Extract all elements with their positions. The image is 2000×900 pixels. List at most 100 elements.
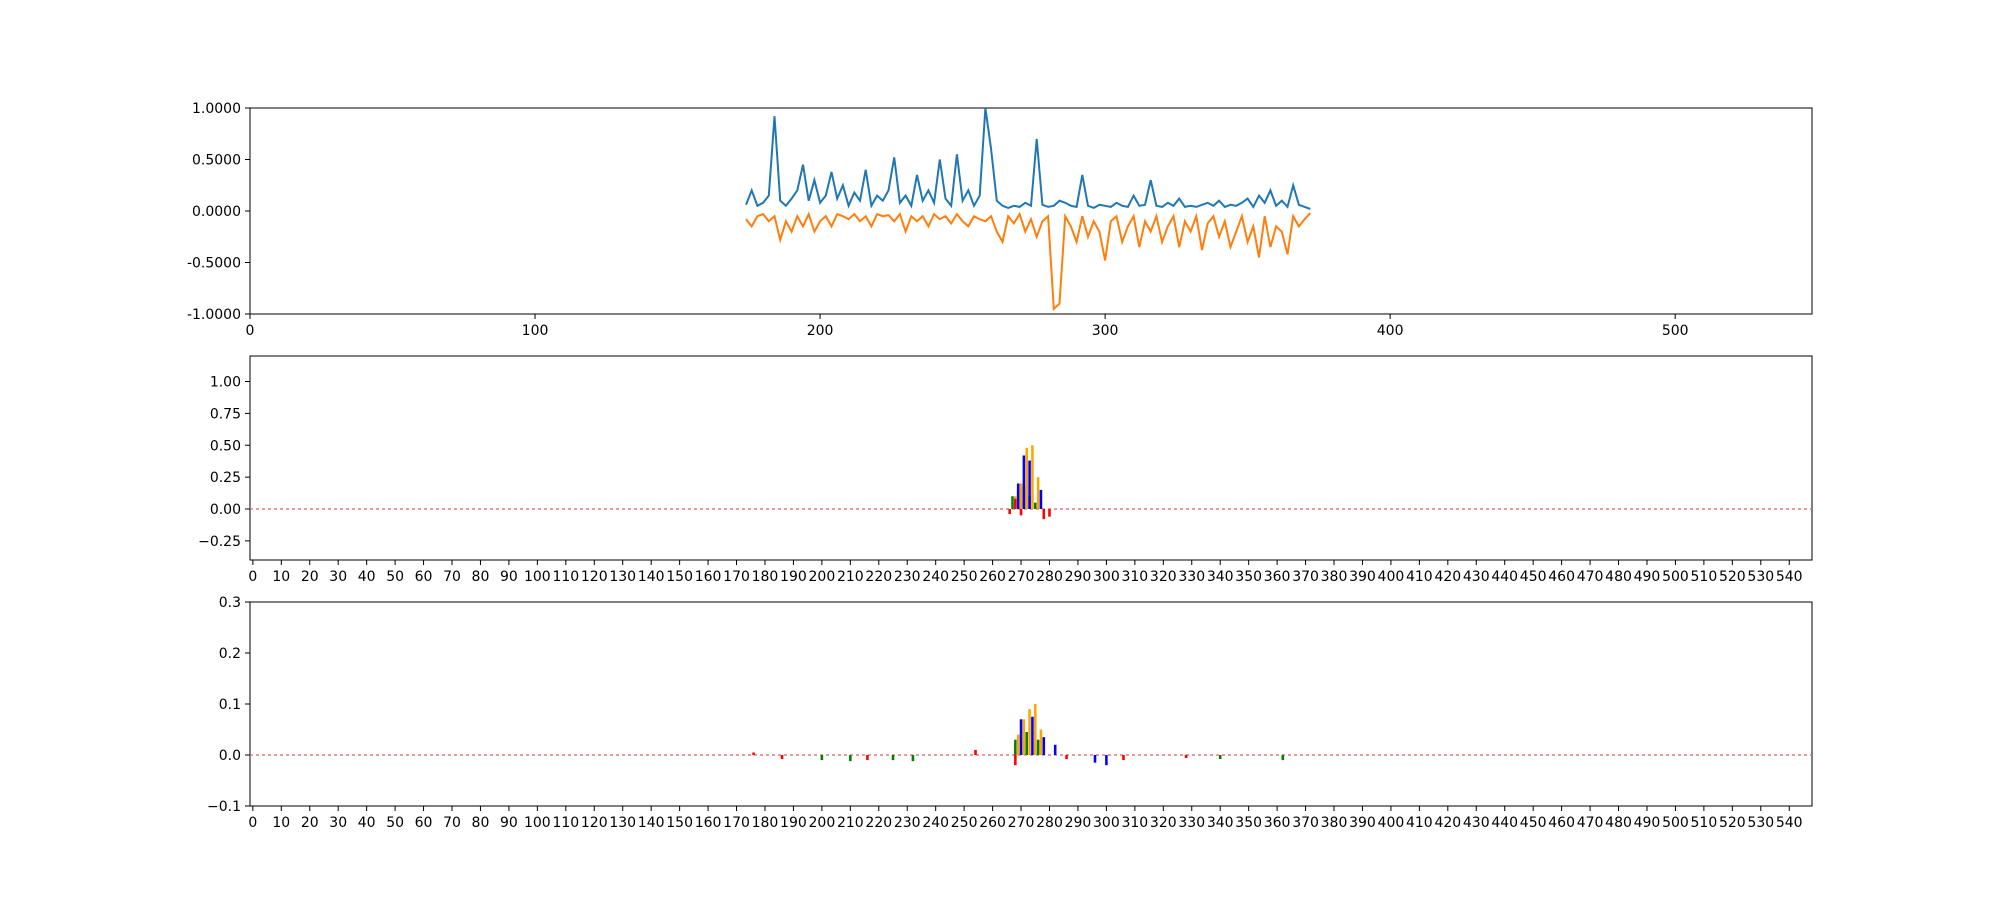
- x-tick-label: 350: [1235, 815, 1262, 831]
- x-tick-label: 220: [865, 815, 892, 831]
- x-tick-label: 330: [1178, 569, 1205, 585]
- y-tick-label: 0.0: [219, 748, 241, 764]
- x-tick-label: 50: [386, 815, 404, 831]
- x-tick-label: 150: [666, 815, 693, 831]
- bar-series-3-point-0: [752, 752, 755, 755]
- bar-series-0-point-7: [1218, 755, 1222, 760]
- x-tick-label: 0: [246, 323, 255, 339]
- chart-panel-logo-2: −0.1 0.0 0.1 0.2 0.3 0 10 20 30 40 50 60 70 80 90 100 11…: [207, 595, 1813, 831]
- x-tick-label: 100: [524, 569, 551, 585]
- bar-series-2-point-2: [1042, 737, 1046, 755]
- x-tick-label: 290: [1065, 569, 1092, 585]
- series-line-1: [745, 211, 1312, 312]
- chart-panel-logo-1: −0.25 0.00 0.25 0.50 0.75 1.00 0 10 20 30 40 50 60 70…: [198, 355, 1813, 585]
- x-tick-label: 350: [1235, 569, 1262, 585]
- bar-series-3-point-7: [1184, 755, 1188, 759]
- bar-series-3-point-6: [1122, 755, 1125, 761]
- bar-series-3-point-2: [1019, 509, 1023, 516]
- x-tick-label: 310: [1121, 815, 1148, 831]
- x-tick-label: 70: [443, 569, 461, 585]
- bar-series-3-point-3: [974, 749, 977, 755]
- x-tick-label: 260: [979, 815, 1006, 831]
- x-tick-label: 300: [1093, 569, 1120, 585]
- y-tick-label: 1.00: [210, 375, 241, 391]
- bar-series-3-point-5: [1065, 755, 1068, 760]
- x-tick-label: 240: [922, 815, 949, 831]
- x-tick-label: 430: [1463, 815, 1490, 831]
- bar-series-1-point-2: [1028, 709, 1031, 755]
- x-tick-label: 390: [1349, 815, 1376, 831]
- x-tick-label: 430: [1463, 569, 1490, 585]
- x-tick-label: 90: [500, 569, 518, 585]
- bar-series-2-point-2: [1028, 460, 1031, 509]
- bar-series-0-point-5: [1025, 732, 1029, 755]
- bar-series-0-point-3: [911, 755, 915, 762]
- bar-series-0-point-4: [1014, 739, 1017, 755]
- bar-series-1-point-1: [1022, 719, 1026, 755]
- bar-series-0-point-4: [1033, 502, 1037, 509]
- bar-series-2-point-0: [1019, 719, 1023, 755]
- y-tick-label: 0.5000: [192, 153, 241, 169]
- x-tick-label: 170: [723, 569, 750, 585]
- x-tick-label: 520: [1719, 569, 1746, 585]
- y-tick-label: -1.0000: [187, 307, 241, 323]
- x-tick-label: 400: [1378, 569, 1405, 585]
- x-tick-label: 500: [1662, 323, 1689, 339]
- x-tick-label: 540: [1776, 569, 1803, 585]
- x-tick-label: 480: [1605, 569, 1632, 585]
- plot-area-frame: [249, 355, 1813, 561]
- x-tick-label: 540: [1776, 815, 1803, 831]
- x-tick-label: 410: [1406, 815, 1433, 831]
- x-tick-label: 460: [1548, 569, 1575, 585]
- bar-series-2-point-4: [1093, 755, 1097, 763]
- x-tick-label: 510: [1691, 569, 1718, 585]
- bar-series-3-point-0: [1008, 509, 1011, 515]
- y-tick-label: 0.0000: [192, 204, 241, 220]
- y-tick-label: -0.5000: [187, 256, 241, 272]
- x-tick-label: 360: [1264, 815, 1291, 831]
- bar-series-1-point-3: [1031, 445, 1034, 509]
- x-tick-label: 80: [472, 569, 490, 585]
- bar-series-3-point-3: [1042, 509, 1046, 520]
- plot-area-frame: [249, 107, 1813, 315]
- bar-series-3-point-2: [866, 755, 869, 761]
- y-tick-label: 0.3: [219, 595, 241, 611]
- x-tick-label: 150: [666, 569, 693, 585]
- y-tick-label: −0.1: [207, 799, 241, 815]
- x-tick-label: 490: [1634, 815, 1661, 831]
- x-tick-label: 190: [780, 815, 807, 831]
- x-tick-label: 500: [1662, 569, 1689, 585]
- x-tick-label: 140: [638, 815, 665, 831]
- x-tick-label: 80: [472, 815, 490, 831]
- bar-series-3-point-4: [1014, 755, 1017, 766]
- bar-series-3-point-4: [1048, 509, 1051, 517]
- x-tick-label: 440: [1491, 569, 1518, 585]
- bar-series-2-point-0: [1016, 483, 1020, 509]
- x-tick-label: 170: [723, 815, 750, 831]
- x-tick-label: 230: [894, 815, 921, 831]
- x-tick-label: 100: [522, 323, 549, 339]
- x-tick-label: 470: [1577, 815, 1604, 831]
- x-tick-label: 0: [248, 815, 257, 831]
- x-tick-label: 380: [1321, 815, 1348, 831]
- x-tick-label: 490: [1634, 569, 1661, 585]
- x-tick-label: 130: [609, 569, 636, 585]
- x-tick-label: 290: [1065, 815, 1092, 831]
- x-tick-label: 420: [1434, 569, 1461, 585]
- x-tick-label: 130: [609, 815, 636, 831]
- y-tick-label: −0.25: [198, 534, 241, 550]
- plot-marks: [745, 108, 1312, 312]
- x-tick-label: 90: [500, 815, 518, 831]
- x-tick-label: 380: [1321, 569, 1348, 585]
- bar-series-1-point-4: [1036, 477, 1040, 509]
- x-tick-label: 230: [894, 569, 921, 585]
- x-tick-label: 450: [1520, 815, 1547, 831]
- x-tick-label: 180: [752, 815, 779, 831]
- x-tick-label: 260: [979, 569, 1006, 585]
- x-tick-label: 10: [272, 569, 290, 585]
- x-tick-label: 160: [695, 569, 722, 585]
- x-tick-label: 200: [809, 815, 836, 831]
- x-tick-label: 40: [358, 569, 376, 585]
- y-tick-label: 0.25: [210, 470, 241, 486]
